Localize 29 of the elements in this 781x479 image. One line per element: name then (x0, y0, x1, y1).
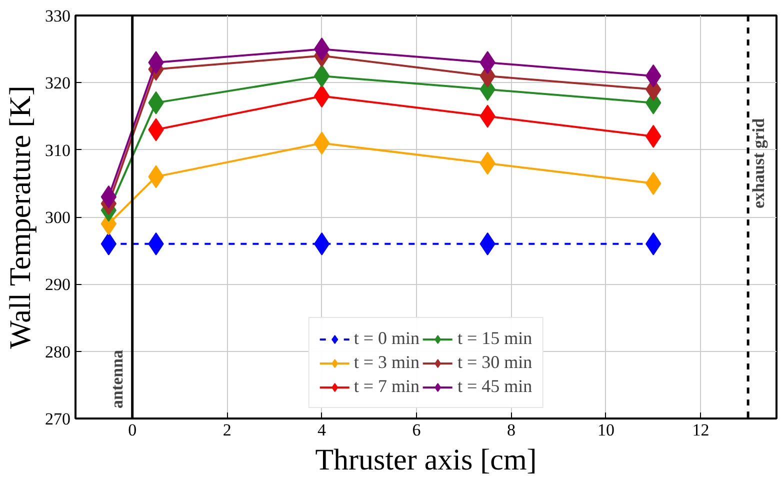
y-axis-title: Wall Temperature [K] (4, 86, 37, 349)
legend-label: t = 30 min (458, 352, 532, 373)
y-tick-label: 320 (45, 74, 70, 93)
point (314, 64, 330, 88)
x-tick-label: 10 (597, 420, 614, 440)
point (314, 232, 330, 256)
x-tick-label: 6 (412, 420, 421, 440)
x-tick-label: 4 (318, 420, 327, 440)
legend-label: t = 45 min (458, 376, 532, 397)
x-tick-label: 8 (507, 420, 516, 440)
ref-line-label: exhaust grid (749, 118, 768, 208)
ref-line-label: antenna (107, 349, 126, 408)
legend-label: t = 0 min (354, 328, 420, 349)
legend-label: t = 15 min (458, 328, 532, 349)
x-tick-label: 0 (128, 420, 137, 440)
y-tick-label: 290 (45, 275, 70, 294)
y-tick-label: 270 (45, 410, 70, 428)
legend-label: t = 7 min (354, 376, 420, 397)
point (314, 132, 330, 155)
y-tick-label: 280 (45, 342, 70, 362)
x-axis-title: Thruster axis [cm] (315, 444, 537, 476)
x-tick-label: 2 (222, 420, 232, 440)
x-tick-label: 12 (692, 420, 710, 440)
y-tick-label: 310 (45, 140, 70, 160)
point (314, 84, 330, 108)
legend-label: t = 3 min (354, 352, 420, 373)
point (314, 38, 330, 61)
y-tick-label: 330 (45, 6, 70, 26)
y-tick-label: 300 (45, 208, 70, 227)
